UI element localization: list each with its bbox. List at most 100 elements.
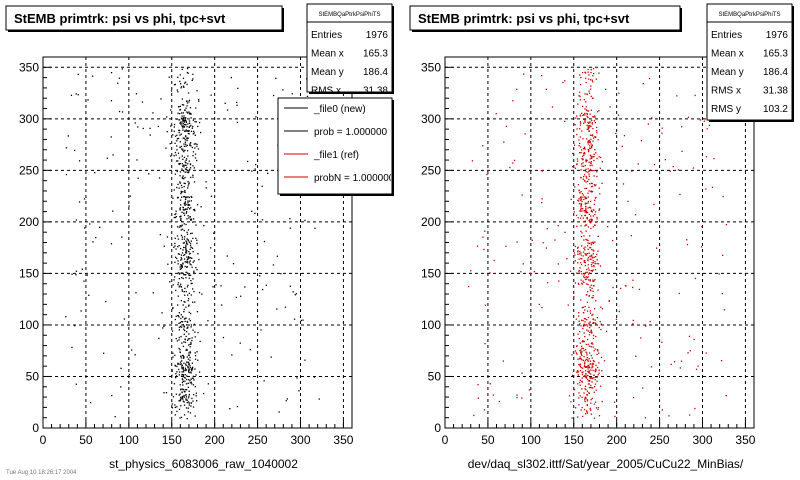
scatter-point bbox=[586, 399, 588, 401]
scatter-point bbox=[201, 293, 203, 295]
scatter-point bbox=[86, 274, 88, 276]
scatter-point bbox=[713, 157, 715, 160]
scatter-point bbox=[580, 263, 583, 266]
scatter-point bbox=[185, 248, 187, 250]
scatter-point bbox=[80, 310, 82, 312]
scatter-point bbox=[181, 224, 183, 226]
scatter-point bbox=[593, 360, 595, 363]
scatter-point bbox=[182, 374, 185, 377]
scatter-point bbox=[586, 412, 589, 414]
scatter-point bbox=[186, 102, 189, 104]
scatter-point bbox=[725, 395, 727, 397]
scatter-point bbox=[573, 340, 575, 342]
scatter-point bbox=[188, 217, 190, 219]
scatter-point bbox=[185, 290, 187, 293]
scatter-point bbox=[531, 239, 533, 241]
scatter-point bbox=[579, 217, 582, 219]
scatter-point bbox=[188, 133, 190, 135]
scatter-point bbox=[192, 251, 194, 253]
scatter-point bbox=[587, 330, 589, 332]
scatter-point bbox=[174, 404, 176, 406]
scatter-point bbox=[601, 308, 603, 310]
scatter-point bbox=[175, 315, 177, 317]
scatter-point bbox=[184, 130, 186, 132]
scatter-point bbox=[583, 392, 585, 394]
scatter-point bbox=[584, 277, 586, 279]
scatter-point bbox=[67, 135, 69, 137]
scatter-point bbox=[193, 181, 196, 183]
scatter-point bbox=[593, 203, 595, 205]
scatter-point bbox=[582, 415, 584, 418]
scatter-point bbox=[172, 197, 174, 199]
scatter-point bbox=[189, 125, 191, 127]
scatter-point bbox=[181, 366, 183, 368]
scatter-point bbox=[589, 321, 591, 323]
scatter-point bbox=[583, 174, 586, 176]
scatter-point bbox=[306, 95, 309, 97]
scatter-point bbox=[574, 245, 576, 248]
scatter-point bbox=[187, 132, 189, 135]
scatter-point bbox=[190, 324, 192, 326]
stats-box bbox=[706, 3, 793, 121]
x-tick-label: 150 bbox=[162, 433, 182, 447]
scatter-point bbox=[186, 196, 188, 198]
scatter-point bbox=[185, 164, 187, 167]
scatter-point bbox=[577, 246, 579, 248]
scatter-point bbox=[81, 268, 83, 270]
scatter-point bbox=[177, 183, 179, 185]
scatter-point bbox=[579, 379, 581, 381]
scatter-point bbox=[176, 140, 178, 142]
scatter-point bbox=[592, 269, 594, 271]
scatter-point bbox=[173, 189, 175, 191]
scatter-point bbox=[189, 343, 191, 345]
scatter-point bbox=[190, 372, 192, 374]
scatter-point bbox=[186, 266, 188, 268]
y-tick-label: 300 bbox=[421, 112, 441, 126]
scatter-point bbox=[577, 374, 579, 376]
scatter-point bbox=[597, 366, 599, 369]
scatter-point bbox=[595, 389, 597, 391]
scatter-point bbox=[181, 115, 183, 117]
scatter-point bbox=[533, 271, 536, 273]
scatter-point bbox=[176, 340, 179, 342]
scatter-point bbox=[84, 227, 86, 229]
scatter-point bbox=[183, 396, 185, 398]
scatter-point bbox=[581, 306, 583, 309]
scatter-point bbox=[196, 269, 198, 271]
scatter-point bbox=[586, 411, 588, 413]
scatter-point bbox=[584, 203, 586, 205]
scatter-point bbox=[178, 119, 181, 121]
scatter-point bbox=[186, 389, 188, 391]
stats-box bbox=[306, 3, 393, 93]
scatter-point bbox=[574, 254, 576, 256]
scatter-point bbox=[588, 372, 591, 374]
scatter-point bbox=[184, 341, 187, 343]
scatter-point bbox=[597, 407, 600, 409]
scatter-point bbox=[184, 198, 187, 201]
scatter-point bbox=[183, 115, 185, 117]
scatter-point bbox=[181, 228, 184, 230]
scatter-point bbox=[588, 130, 590, 132]
scatter-point bbox=[178, 326, 181, 329]
scatter-point bbox=[598, 352, 600, 354]
stats-label: RMS x bbox=[311, 86, 341, 97]
scatter-point bbox=[582, 327, 584, 330]
scatter-point bbox=[230, 76, 232, 79]
scatter-point bbox=[178, 163, 180, 166]
y-tick-label: 250 bbox=[19, 163, 39, 177]
scatter-point bbox=[172, 356, 174, 358]
scatter-point bbox=[583, 318, 586, 320]
scatter-point bbox=[183, 166, 185, 168]
scatter-point bbox=[184, 246, 186, 249]
scatter-point bbox=[187, 382, 189, 384]
scatter-point bbox=[585, 211, 588, 213]
scatter-point bbox=[192, 209, 195, 211]
scatter-point bbox=[176, 149, 178, 151]
scatter-point bbox=[181, 388, 184, 390]
scatter-point bbox=[645, 325, 647, 327]
scatter-point bbox=[585, 366, 587, 368]
scatter-point bbox=[584, 375, 586, 377]
scatter-point bbox=[186, 208, 188, 210]
scatter-point bbox=[580, 152, 582, 154]
scatter-point bbox=[188, 196, 190, 199]
